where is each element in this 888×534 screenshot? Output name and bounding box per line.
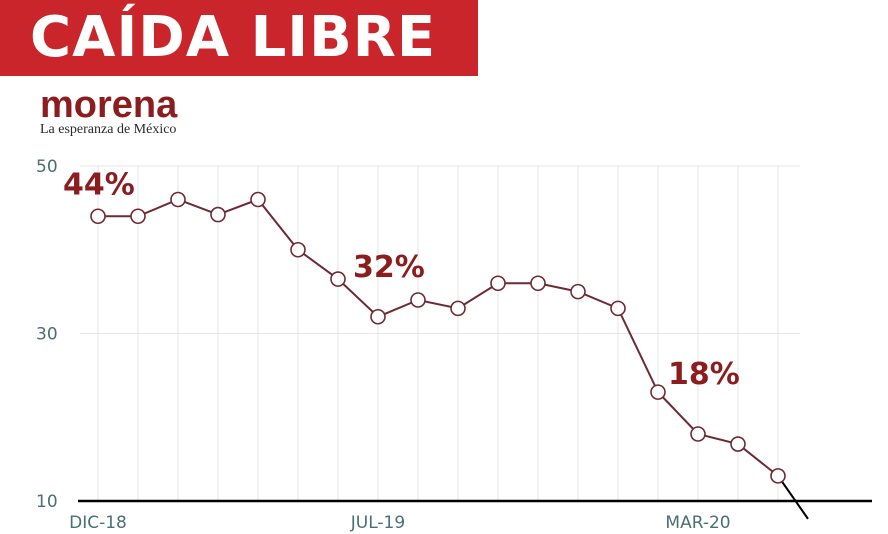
annotation-label: 32% [353,250,425,285]
y-tick-label: 30 [36,325,58,345]
data-point [250,191,266,208]
data-point [690,426,706,442]
data-point [130,208,146,225]
data-point [370,308,386,325]
data-points [90,191,786,484]
data-point [730,436,746,452]
y-tick-labels: 10 30 50 [36,157,58,512]
annotation-label: 18% [668,357,740,392]
x-tick-label: MAR-20 [665,513,730,533]
trend-arrow-stroke [777,475,809,520]
data-point [530,275,546,292]
y-tick-label: 50 [36,157,58,177]
y-tick-label: 10 [36,492,58,512]
title-banner: CAÍDA LIBRE [0,0,478,76]
grid-lines [80,165,800,501]
x-tick-label: DIC-18 [69,513,127,533]
data-point [410,292,426,308]
data-point [290,241,306,258]
data-point [610,300,626,317]
series-path [98,198,779,477]
party-tagline: La esperanza de México [40,122,177,137]
annotation-labels: 44% 32% 18% [63,167,740,392]
data-point [650,384,666,400]
data-point [90,208,106,225]
data-point [770,468,786,484]
data-point [170,191,186,208]
x-tick-labels: DIC-18 JUL-19 MAR-20 [69,513,730,533]
data-point [450,300,466,317]
annotation-label: 44% [63,167,135,202]
data-point [570,283,586,300]
data-point [490,275,506,292]
data-point [330,271,346,287]
data-point [210,206,226,223]
chart-title: CAÍDA LIBRE [30,5,437,70]
party-logo-name: morena [40,84,178,126]
x-tick-label: JUL-19 [350,513,405,533]
